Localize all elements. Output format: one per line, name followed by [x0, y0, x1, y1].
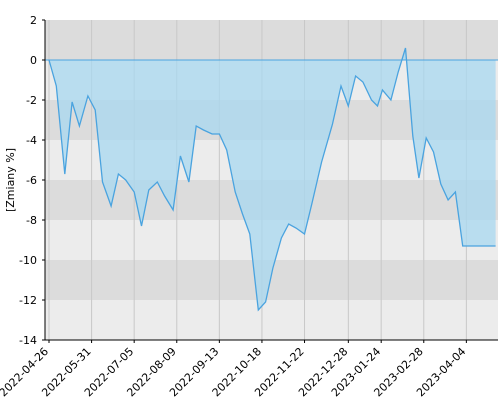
- y-tick-label: -2: [26, 94, 37, 107]
- background-band: [45, 20, 498, 60]
- y-tick-label: 0: [30, 54, 37, 67]
- y-tick-label: -14: [19, 334, 37, 347]
- series-area-fill: [49, 48, 496, 310]
- series-line: [48, 47, 496, 312]
- y-tick-label: -8: [26, 214, 37, 227]
- y-tick-labels: 2 0 -2 -4 -6 -8 -10 -12 -14: [19, 14, 45, 347]
- area-layer: [45, 47, 498, 312]
- y-tick-label: -4: [26, 134, 37, 147]
- y-axis-title: [Zmiany %]: [4, 148, 17, 212]
- y-tick-label: -10: [19, 254, 37, 267]
- x-tick-labels: 2022-04-262022-05-312022-07-052022-08-09…: [0, 340, 468, 399]
- y-tick-label: -6: [26, 174, 37, 187]
- y-tick-label: 2: [30, 14, 37, 27]
- background-band: [45, 300, 498, 340]
- y-tick-label: -12: [19, 294, 37, 307]
